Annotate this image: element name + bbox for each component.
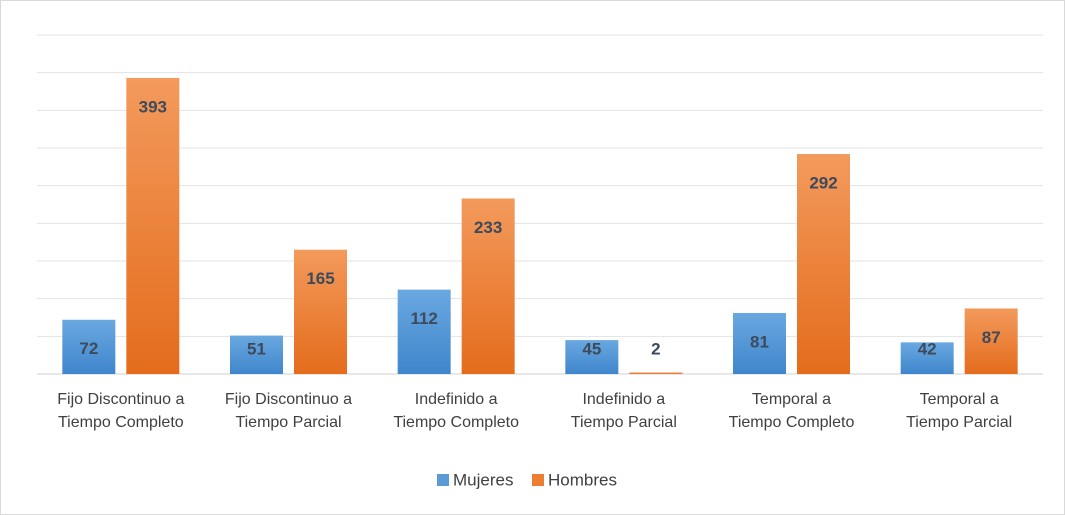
- data-label: 233: [474, 218, 502, 237]
- x-tick-label: Fijo Discontinuo a Tiempo Parcial: [224, 391, 353, 431]
- data-label: 292: [809, 174, 837, 193]
- bar: [461, 198, 515, 374]
- data-label: 165: [306, 269, 334, 288]
- data-label: 81: [750, 332, 769, 351]
- bar: [629, 372, 683, 374]
- bar: [230, 335, 283, 374]
- legend-label: Hombres: [548, 470, 617, 489]
- x-tick-label: Indefinido a Tiempo Parcial: [570, 391, 677, 431]
- bar: [900, 342, 954, 374]
- data-label: 393: [139, 97, 167, 116]
- bar: [964, 308, 1018, 374]
- data-label: 112: [410, 309, 437, 328]
- bar: [565, 340, 619, 374]
- data-label: 45: [582, 339, 601, 358]
- x-tick-label: Temporal a Tiempo Parcial: [906, 391, 1013, 431]
- x-tick-label: Fijo Discontinuo a Tiempo Completo: [57, 391, 185, 431]
- bar: [397, 289, 451, 374]
- bar: [294, 249, 347, 374]
- legend-label: Mujeres: [453, 470, 513, 489]
- legend-swatch: [532, 474, 544, 486]
- bar: [733, 312, 786, 374]
- bar: [62, 319, 116, 374]
- bar: [126, 77, 180, 374]
- legend-swatch: [437, 474, 449, 486]
- x-tick-label: Temporal a Tiempo Completo: [728, 391, 855, 431]
- data-label: 87: [982, 328, 1001, 347]
- bar: [797, 154, 850, 374]
- data-label: 72: [79, 339, 98, 358]
- data-label: 42: [918, 339, 937, 358]
- data-label: 2: [651, 339, 660, 358]
- data-label: 51: [247, 339, 266, 358]
- x-tick-label: Indefinido a Tiempo Completo: [393, 391, 519, 431]
